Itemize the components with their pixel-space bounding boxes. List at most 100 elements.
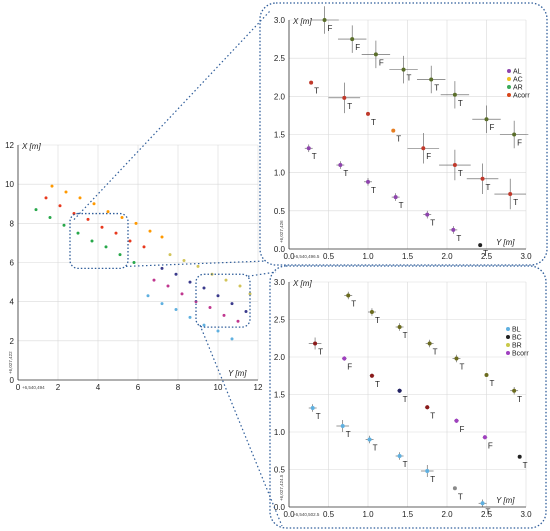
zoom-top-ytick-label: 0.0: [274, 245, 286, 254]
zoom-bottom-legend-marker: [506, 351, 510, 355]
zoom-bottom-point-group: T: [344, 291, 356, 309]
zoom-top-xtick-label: 1.0: [362, 252, 374, 261]
zoom-top-point: [350, 37, 355, 42]
zoom-top-legend-marker: [507, 93, 511, 97]
overview-zoom-box-1: [195, 273, 251, 328]
zoom-bottom-point-group: T: [452, 486, 463, 501]
zoom-top-y-origin-label: +6,027,426: [279, 220, 284, 243]
zoom-bottom-point-group: T: [420, 465, 435, 484]
zoom-top-point: [452, 92, 457, 97]
zoom-top-ylabel: X [m]: [292, 17, 312, 26]
overview-point: [78, 196, 82, 200]
overview-point: [196, 264, 200, 268]
zoom-bottom-point-label: T: [316, 412, 321, 421]
overview-xtick-label: 8: [176, 383, 181, 392]
overview-xlabel: Y [m]: [228, 369, 247, 378]
zoom-top-ytick-label: 1.5: [274, 131, 286, 140]
overview-ytick-label: 8: [10, 219, 15, 228]
zoom-bottom-point-label: F: [488, 441, 493, 450]
overview-point: [194, 300, 198, 304]
zoom-top-xtick-label: 0.5: [323, 252, 335, 261]
zoom-bottom-point: [484, 373, 489, 377]
zoom-bottom-point-group: T: [484, 373, 495, 388]
overview-ylabel: X [m]: [21, 142, 41, 151]
zoom-top-point-group: T: [304, 144, 317, 161]
overview-point: [100, 225, 104, 229]
zoom-bottom-point: [397, 325, 402, 329]
zoom-bottom-frame: [269, 265, 547, 529]
zoom-top-point-label: T: [371, 186, 376, 195]
zoom-top-x-origin-label: +6,540,496.5: [293, 254, 320, 259]
zoom-top-point-group: F: [407, 132, 440, 164]
overview-point: [182, 259, 186, 263]
overview-point: [72, 212, 76, 216]
overview-point: [86, 217, 90, 221]
zoom-top-legend-marker: [507, 69, 511, 73]
overview-point: [160, 235, 164, 239]
overview-point: [62, 223, 66, 227]
zoom-top-point-group: T: [449, 226, 461, 243]
overview-point: [76, 231, 80, 235]
overview-series-1: [44, 196, 146, 249]
zoom-top-point: [401, 67, 406, 72]
zoom-bottom-ytick-label: 1.0: [274, 428, 286, 437]
zoom-top-point-label: T: [396, 135, 401, 144]
zoom-bottom-point-label: T: [433, 348, 438, 357]
zoom-top-ytick-label: 1.0: [274, 169, 286, 178]
zoom-top-point-label: T: [314, 87, 319, 96]
zoom-bottom-legend-label: BL: [512, 327, 521, 334]
overview-xtick-label: 10: [214, 383, 223, 392]
zoom-top-point-label: T: [343, 169, 348, 178]
overview-point: [180, 292, 184, 296]
zoom-top-point-label: F: [328, 24, 333, 33]
overview-point: [152, 278, 156, 282]
overview-point: [188, 280, 192, 284]
zoom-bottom-ytick-label: 0.0: [274, 503, 286, 512]
zoom-top-point-group: T: [466, 163, 499, 195]
zoom-top-point-label: T: [434, 84, 439, 93]
zoom-top-point-group: F: [499, 120, 529, 149]
zoom-bottom-xtick-label: 1.5: [402, 510, 414, 519]
zoom-bottom-ytick-label: 1.5: [274, 391, 286, 400]
zoom-top-point-group: T: [336, 161, 348, 178]
overview-point: [132, 261, 136, 264]
overview-xtick-label: 0: [16, 383, 21, 392]
zoom-top-legend-marker: [507, 85, 511, 89]
zoom-top-point: [342, 95, 347, 100]
zoom-bottom-point: [367, 437, 372, 442]
zoom-top-point: [484, 117, 489, 122]
zoom-top-xlabel: Y [m]: [496, 238, 515, 247]
zoom-bottom-point-group: T: [478, 499, 491, 516]
overview-series-4: [160, 266, 248, 313]
zoom-bottom-point: [454, 418, 459, 423]
zoom-bottom-point-label: T: [486, 507, 491, 516]
overview-series-6: [146, 294, 234, 341]
zoom-top-point-group: T: [494, 178, 526, 210]
zoom-bottom-point: [427, 341, 432, 346]
overview-point: [238, 284, 242, 288]
zoom-bottom-point: [369, 310, 374, 314]
zoom-top-point-group: T: [309, 80, 319, 96]
overview-point: [148, 229, 152, 233]
zoom-top-point-group: T: [423, 210, 435, 228]
zoom-bottom-legend-label: BR: [512, 343, 522, 350]
zoom-bottom-point-label: T: [375, 380, 380, 389]
zoom-bottom-point-label: T: [517, 395, 522, 404]
zoom-bottom-ytick-label: 3.0: [274, 278, 286, 287]
zoom-bottom-point: [313, 341, 318, 346]
overview-xtick-label: 2: [56, 383, 61, 392]
zoom-bottom-legend-label: BC: [512, 335, 522, 342]
zoom-top-point: [452, 163, 457, 168]
zoom-bottom-point: [342, 356, 347, 361]
zoom-top-point-group: F: [472, 105, 501, 133]
overview-point: [188, 315, 192, 319]
zoom-top-point-group: F: [310, 6, 339, 34]
zoom-bottom-point-label: T: [490, 379, 495, 388]
zoom-top-point-label: F: [379, 58, 384, 67]
zoom-top-frame: [259, 2, 548, 266]
zoom-top-point: [338, 163, 343, 168]
zoom-bottom-point: [346, 293, 351, 298]
zoom-top-point: [393, 195, 398, 200]
zoom-bottom-point-group: T: [395, 323, 408, 340]
